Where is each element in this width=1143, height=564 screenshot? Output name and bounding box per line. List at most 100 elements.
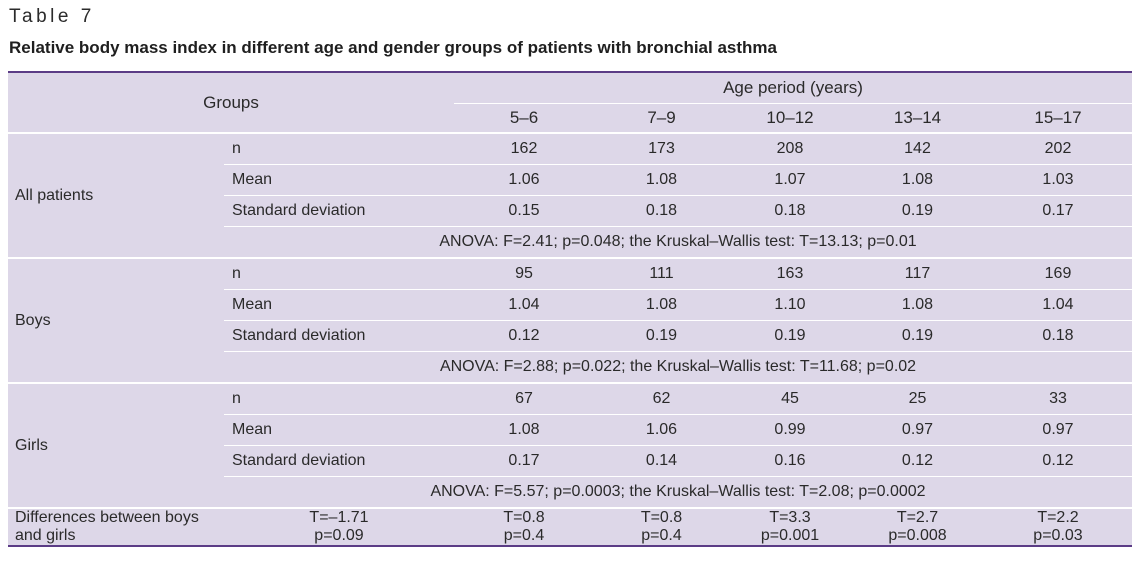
table-caption: Relative body mass index in different ag… <box>9 38 777 57</box>
table-row: Mean 1.08 1.06 0.99 0.97 0.97 <box>8 414 1132 446</box>
age-column-header: 10–12 <box>766 108 814 127</box>
table-cell: 1.04 <box>984 289 1132 321</box>
table-cell: 45 <box>729 382 851 415</box>
age-column-header: 5–6 <box>509 108 539 127</box>
age-column-header: 15–17 <box>1034 108 1082 127</box>
group-label-boys: Boys <box>8 257 224 383</box>
table-row-differences: Differences between boys and girls T=–1.… <box>8 507 1132 547</box>
differences-label-line1: Differences between boys <box>15 509 199 526</box>
table-cell: 1.08 <box>454 414 594 446</box>
table-cell: 0.97 <box>984 414 1132 446</box>
table-cell: 0.99 <box>729 414 851 446</box>
row-label: Standard deviation <box>224 445 454 477</box>
table-cell: 0.14 <box>594 445 729 477</box>
diff-t-value: T=2.7 <box>896 509 939 526</box>
table-cell: T=3.3 p=0.001 <box>729 507 851 547</box>
table-cell: 1.08 <box>851 164 984 196</box>
differences-overall: T=–1.71 p=0.09 <box>224 507 454 547</box>
table-cell: 0.19 <box>851 320 984 352</box>
diff-p-value: p=0.008 <box>888 527 947 544</box>
row-label: n <box>224 257 454 290</box>
age-period-header: Age period (years) <box>454 71 1132 104</box>
table-row: All patients n 162 173 208 142 202 <box>8 132 1132 258</box>
table-row: ANOVA: F=2.41; p=0.048; the Kruskal–Wall… <box>8 226 1132 258</box>
table-cell: 202 <box>984 132 1132 165</box>
table-cell: 169 <box>984 257 1132 290</box>
table-row: Mean 1.04 1.08 1.10 1.08 1.04 <box>8 289 1132 321</box>
table-cell: 62 <box>594 382 729 415</box>
table-cell: 33 <box>984 382 1132 415</box>
table-cell: T=2.2 p=0.03 <box>984 507 1132 547</box>
table-cell: 0.17 <box>984 195 1132 227</box>
table-cell: 208 <box>729 132 851 165</box>
table-row: Girls n 67 62 45 25 33 <box>8 382 1132 508</box>
table-cell: 0.17 <box>454 445 594 477</box>
table-cell: 1.04 <box>454 289 594 321</box>
group-label-all-patients: All patients <box>8 132 224 258</box>
diff-t-value: T=2.2 <box>1037 509 1079 526</box>
table-cell: T=2.7 p=0.008 <box>851 507 984 547</box>
table-row: Boys n 95 111 163 117 169 <box>8 257 1132 383</box>
stats-note: ANOVA: F=5.57; p=0.0003; the Kruskal–Wal… <box>224 476 1132 508</box>
table-cell: 1.08 <box>851 289 984 321</box>
table-cell: 1.07 <box>729 164 851 196</box>
table-cell: 162 <box>454 132 594 165</box>
table-row: Standard deviation 0.17 0.14 0.16 0.12 0… <box>8 445 1132 477</box>
groups-header: Groups <box>8 71 454 133</box>
diff-p-value: p=0.03 <box>1033 527 1083 544</box>
diff-t-value: T=0.8 <box>640 509 683 526</box>
bmi-table: Groups Age period (years) 5–6 7–9 10–12 … <box>8 71 1132 547</box>
table-cell: 1.08 <box>594 164 729 196</box>
diff-p-value: p=0.001 <box>760 527 820 544</box>
row-label: n <box>224 132 454 165</box>
row-label: Standard deviation <box>224 195 454 227</box>
table-cell: 117 <box>851 257 984 290</box>
table-cell: 0.16 <box>729 445 851 477</box>
stats-note: ANOVA: F=2.41; p=0.048; the Kruskal–Wall… <box>224 226 1132 258</box>
table-cell: 95 <box>454 257 594 290</box>
table-cell: 0.97 <box>851 414 984 446</box>
table-row: ANOVA: F=2.88; p=0.022; the Kruskal–Wall… <box>8 351 1132 383</box>
row-label: Mean <box>224 164 454 196</box>
row-label: Standard deviation <box>224 320 454 352</box>
diff-t-value: T=–1.71 <box>309 509 369 526</box>
table-cell: 1.08 <box>594 289 729 321</box>
table-cell: 111 <box>594 257 729 290</box>
table-cell: 163 <box>729 257 851 290</box>
stats-note: ANOVA: F=2.88; p=0.022; the Kruskal–Wall… <box>224 351 1132 383</box>
table-cell: 0.12 <box>851 445 984 477</box>
table-row: ANOVA: F=5.57; p=0.0003; the Kruskal–Wal… <box>8 476 1132 508</box>
table-cell: T=0.8 p=0.4 <box>594 507 729 547</box>
table-row: Standard deviation 0.15 0.18 0.18 0.19 0… <box>8 195 1132 227</box>
diff-t-value: T=3.3 <box>769 509 811 526</box>
differences-label-line2: and girls <box>15 527 76 544</box>
differences-label: Differences between boys and girls <box>8 507 224 547</box>
diff-p-value: p=0.4 <box>641 527 682 544</box>
table-cell: 25 <box>851 382 984 415</box>
table-cell: 0.18 <box>729 195 851 227</box>
table-cell: 1.03 <box>984 164 1132 196</box>
table-cell: 142 <box>851 132 984 165</box>
table-cell: 173 <box>594 132 729 165</box>
table-cell: 1.06 <box>594 414 729 446</box>
table-cell: 0.18 <box>984 320 1132 352</box>
table-row: Mean 1.06 1.08 1.07 1.08 1.03 <box>8 164 1132 196</box>
table-cell: 0.19 <box>851 195 984 227</box>
row-label: Mean <box>224 289 454 321</box>
table-cell: 0.12 <box>984 445 1132 477</box>
age-column-header: 7–9 <box>647 108 676 127</box>
group-label-girls: Girls <box>8 382 224 508</box>
row-label: n <box>224 382 454 415</box>
table-cell: T=0.8 p=0.4 <box>454 507 594 547</box>
diff-t-value: T=0.8 <box>503 509 545 526</box>
table-cell: 0.18 <box>594 195 729 227</box>
age-column-header: 13–14 <box>893 108 942 127</box>
diff-p-value: p=0.09 <box>314 527 364 544</box>
table-cell: 0.19 <box>729 320 851 352</box>
table-cell: 0.19 <box>594 320 729 352</box>
diff-p-value: p=0.4 <box>503 527 545 544</box>
table-cell: 1.10 <box>729 289 851 321</box>
table-cell: 0.12 <box>454 320 594 352</box>
row-label: Mean <box>224 414 454 446</box>
table-cell: 1.06 <box>454 164 594 196</box>
